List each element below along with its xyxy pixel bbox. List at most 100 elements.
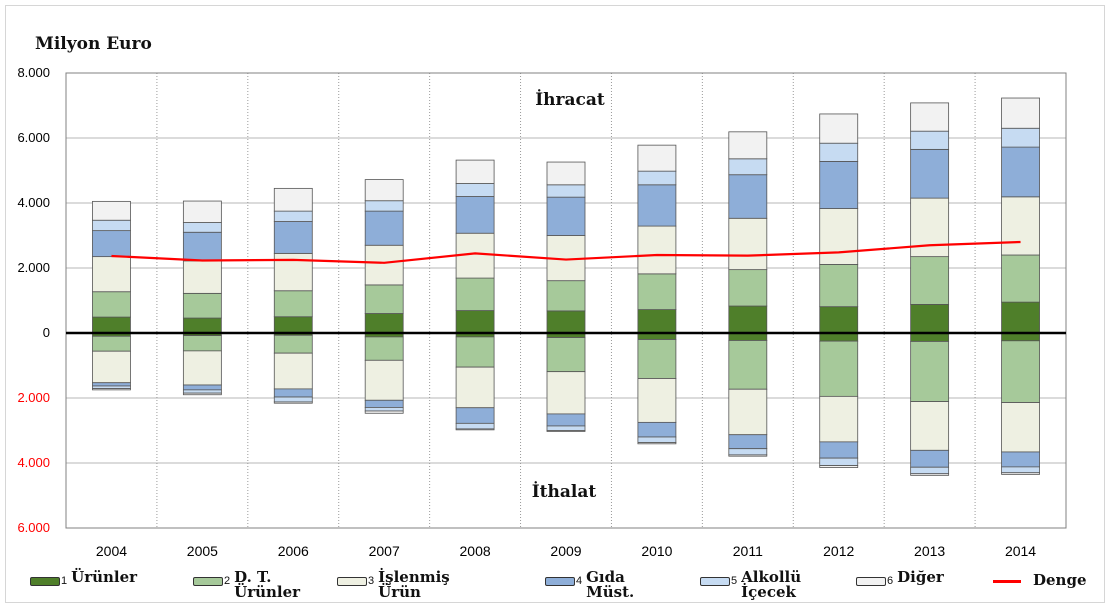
export-annotation: İhracat [535, 89, 605, 110]
legend-number: 3 [368, 575, 375, 587]
bar-segment-export [637, 144, 677, 172]
y-tick-label: 4.000 [17, 455, 50, 470]
bar-segment-export [1001, 97, 1040, 129]
bar-segment-export [1001, 301, 1040, 334]
y-tick-label: 4.000 [17, 195, 50, 210]
bar-segment-export [364, 179, 404, 202]
x-tick-label: 2013 [914, 543, 945, 559]
bar-segment-export [637, 309, 677, 334]
legend-label: Ürünler [71, 568, 138, 586]
bar-segment-export [728, 305, 768, 334]
bar-segment-export [92, 291, 131, 318]
bar-segment-import [92, 350, 131, 384]
bar-segment-export [92, 200, 131, 221]
bar-segment-export [546, 310, 586, 334]
x-tick-label: 2004 [96, 543, 127, 559]
legend-number: 6 [887, 575, 894, 587]
bar-segment-import [819, 465, 859, 468]
bar-segment-import [273, 388, 313, 398]
bar-segment-import [273, 401, 313, 404]
bar-segment-import [819, 441, 859, 459]
bar-segment-export [1001, 196, 1040, 256]
bar-segment-export [819, 306, 859, 334]
legend-item-urunler: 1 Ürünler [30, 566, 137, 587]
bar-segment-export [546, 161, 586, 186]
bar-segment-export [364, 244, 404, 286]
legend-number: 4 [576, 575, 583, 587]
bar-segment-export [364, 284, 404, 314]
bar-segment-import [910, 401, 950, 451]
bar-segment-import [728, 448, 768, 456]
bar-segment-import [910, 473, 950, 476]
bar-segment-export [273, 187, 313, 212]
bar-segment-import [910, 466, 950, 475]
bar-segment-import [637, 421, 677, 438]
y-tick-label: 2.000 [17, 260, 50, 275]
bar-segment-export [182, 260, 222, 294]
bar-segment-import [273, 334, 313, 354]
x-tick-label: 2009 [550, 543, 581, 559]
bar-segment-import [1001, 472, 1040, 475]
bar-segment-export [182, 222, 222, 233]
bar-segment-import [92, 382, 131, 387]
bar-segment-export [546, 184, 586, 198]
import-annotation: İthalat [532, 481, 597, 502]
bar-segment-export [819, 208, 859, 265]
denge-line [111, 240, 1021, 264]
bar-segment-export [819, 160, 859, 209]
legend-number: 2 [224, 575, 231, 587]
bar-segment-import [1001, 402, 1040, 453]
y-tick-label: 6.000 [17, 520, 50, 535]
bar-segment-export [728, 217, 768, 271]
bar-segment-import [1001, 451, 1040, 468]
bar-segment-import [819, 457, 859, 466]
bar-segment-export [92, 256, 131, 293]
bar-segment-import [364, 410, 404, 414]
x-tick-label: 2006 [278, 543, 309, 559]
bar-segment-export [364, 210, 404, 246]
legend-line-swatch [993, 580, 1021, 583]
bar-segment-import [273, 352, 313, 390]
bar-segment-import [910, 449, 950, 468]
bar-segment-export [910, 197, 950, 258]
legend-item-denge: Denge [993, 566, 1087, 588]
bar-segment-export [637, 170, 677, 186]
x-tick-label: 2007 [369, 543, 400, 559]
bar-segment-import [364, 407, 404, 412]
bar-segment-export [910, 130, 950, 150]
legend-swatch [193, 577, 223, 586]
bar-segment-import [637, 378, 677, 423]
bar-segment-export [910, 256, 950, 305]
bar-segment-import [1001, 340, 1040, 403]
bar-segment-export [273, 290, 313, 318]
bar-segment-import [182, 384, 222, 391]
legend: 1 Ürünler 2 D. T. Ürünler 3 İşlenmiş Ürü… [30, 566, 1105, 606]
bar-segment-import [637, 442, 677, 445]
bar-segment-import [546, 430, 586, 432]
bar-segment-export [728, 131, 768, 160]
bar-segment-export [546, 196, 586, 236]
y-tick-label: 2.000 [17, 390, 50, 405]
bar-segment-export [637, 225, 677, 275]
legend-swatch [545, 577, 575, 586]
bar-segment-import [364, 359, 404, 401]
bar-segment-export [455, 310, 495, 334]
bar-segment-export [546, 280, 586, 312]
bar-segment-import [728, 340, 768, 390]
bar-segment-import [819, 395, 859, 443]
bar-segment-import [364, 336, 404, 361]
bar-segment-import [455, 428, 495, 431]
x-tick-label: 2005 [187, 543, 218, 559]
bar-segment-import [728, 388, 768, 436]
x-tick-label: 2011 [733, 543, 763, 559]
legend-label: Denge [1033, 571, 1087, 589]
bar-segment-export [455, 196, 495, 234]
bar-segment-export [364, 313, 404, 334]
bar-segment-export [819, 113, 859, 144]
bar-segment-export [819, 264, 859, 308]
bar-segment-import [455, 336, 495, 368]
bar-segment-import [364, 399, 404, 408]
bar-segment-export [728, 269, 768, 307]
legend-swatch [337, 577, 367, 586]
